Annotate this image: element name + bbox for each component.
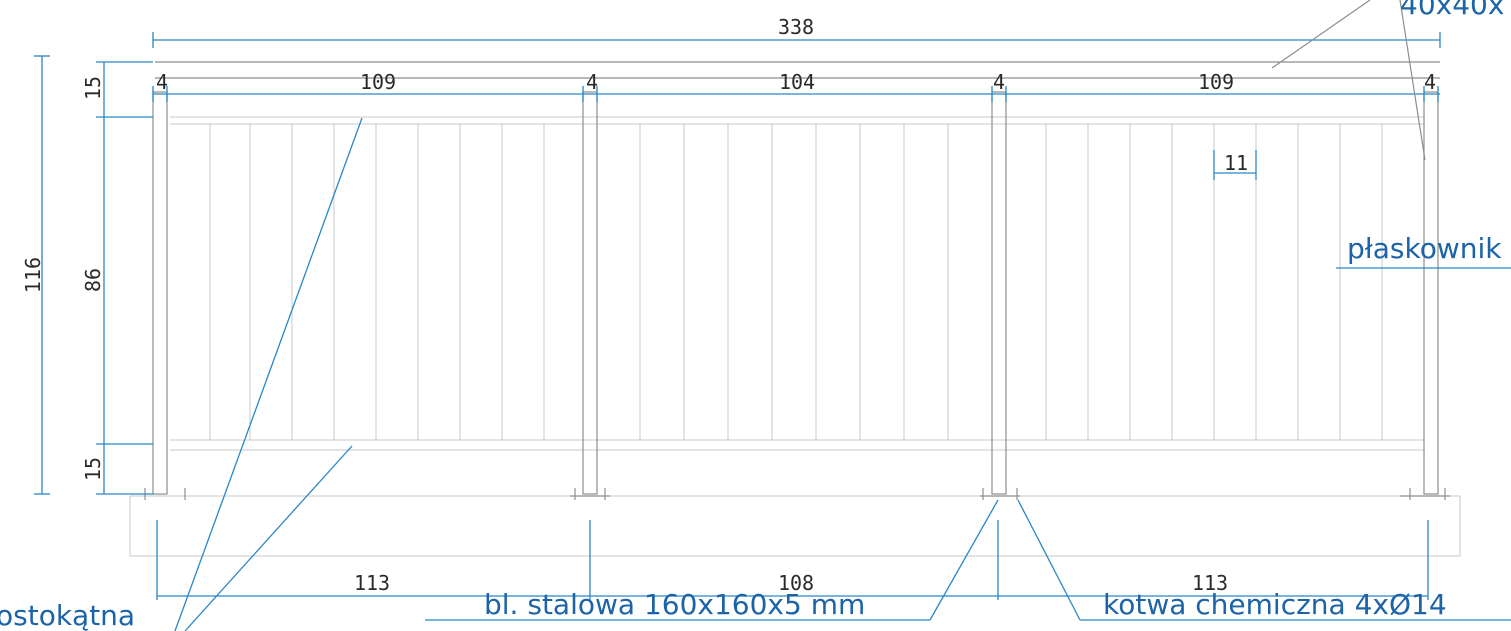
dim-baluster-spacing: 11 <box>1224 151 1248 175</box>
balusters-bay-1 <box>209 124 545 440</box>
balusters-bay-2 <box>639 124 949 440</box>
post-2 <box>582 91 598 495</box>
callout-steel-plate: bl. stalowa 160x160x5 mm <box>425 499 999 621</box>
dimension-baluster-spacing: 11 <box>1213 150 1257 180</box>
leader-steel-plate <box>929 499 999 621</box>
railing-structure <box>129 61 1461 557</box>
dim-bay-right: 109 <box>1198 70 1234 94</box>
leader-anchor <box>1017 499 1081 621</box>
post-1 <box>152 91 168 495</box>
dimension-overall: 338 <box>152 15 1441 48</box>
leader-top-rail <box>1271 0 1371 69</box>
leader-diagonal-2 <box>184 445 353 631</box>
leader-post <box>1399 0 1426 161</box>
label-chemical-anchor: kotwa chemiczna 4xØ14 <box>1103 588 1447 621</box>
dim-post-1: 4 <box>156 70 168 94</box>
dim-total-height: 116 <box>21 257 45 293</box>
dimension-heights: 15 86 15 <box>81 61 153 495</box>
post-3 <box>991 91 1007 495</box>
dimension-bays: 4 109 4 104 4 109 4 <box>152 70 1440 102</box>
dim-base-middle: 108 <box>778 571 814 595</box>
leader-diagonal-1 <box>174 117 363 631</box>
label-steel-plate: bl. stalowa 160x160x5 mm <box>484 588 865 621</box>
dim-base-left: 113 <box>354 571 390 595</box>
callout-diagonal: ostokątna <box>0 117 363 631</box>
callout-top-right: 40x40x <box>1271 0 1504 161</box>
callout-flat-bar: płaskownik <box>1336 232 1511 269</box>
dim-post-2: 4 <box>586 70 598 94</box>
balusters-bay-3 <box>1045 124 1383 440</box>
dimension-total-height: 116 <box>21 55 50 495</box>
anchor-ticks <box>144 488 1450 500</box>
dim-base-right: 113 <box>1192 571 1228 595</box>
foundation-base <box>129 495 1461 557</box>
dim-infill-height: 86 <box>81 268 105 292</box>
dim-bay-left: 109 <box>360 70 396 94</box>
label-diagonal-partial: ostokątna <box>0 599 135 631</box>
dim-bay-middle: 104 <box>779 70 815 94</box>
callout-chemical-anchor: kotwa chemiczna 4xØ14 <box>1017 499 1511 621</box>
dim-bottom-rail-height: 15 <box>81 457 105 481</box>
post-4 <box>1423 91 1439 495</box>
label-flat-bar: płaskownik <box>1347 232 1502 265</box>
dimension-base: 113 108 113 <box>156 520 1429 600</box>
dim-post-3: 4 <box>993 70 1005 94</box>
dim-post-4: 4 <box>1424 70 1436 94</box>
label-profile-partial: 40x40x <box>1400 0 1504 21</box>
dim-overall-length: 338 <box>778 15 814 39</box>
dim-top-rail-height: 15 <box>81 76 105 100</box>
